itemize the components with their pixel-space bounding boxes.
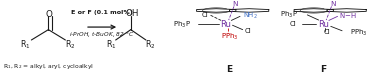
Text: Cl: Cl xyxy=(201,12,208,18)
Text: Ph$_3$P: Ph$_3$P xyxy=(173,19,191,30)
Text: NH$_2$: NH$_2$ xyxy=(243,11,258,21)
Text: Cl: Cl xyxy=(324,29,330,35)
Text: PPh$_3$: PPh$_3$ xyxy=(350,28,368,38)
Text: R$_2$: R$_2$ xyxy=(65,38,76,51)
Text: R$_1$: R$_1$ xyxy=(20,38,31,51)
Text: N$-$H: N$-$H xyxy=(339,11,356,20)
Text: $i$-PrOH, $t$-BuOK, 82 °C: $i$-PrOH, $t$-BuOK, 82 °C xyxy=(70,30,135,39)
Text: O: O xyxy=(46,10,53,19)
Text: F: F xyxy=(320,65,326,74)
Text: N: N xyxy=(232,1,238,7)
Text: OH: OH xyxy=(125,9,139,18)
Text: Ru: Ru xyxy=(318,20,328,29)
Text: Ru: Ru xyxy=(220,20,231,29)
Text: N: N xyxy=(330,1,335,7)
Text: E or F (0.1 mol%): E or F (0.1 mol%) xyxy=(71,10,133,15)
Text: Cl: Cl xyxy=(289,21,296,27)
Text: E: E xyxy=(226,65,232,74)
Text: R$_2$: R$_2$ xyxy=(145,38,156,51)
Text: Cl: Cl xyxy=(244,28,251,34)
Text: Ph$_3$P: Ph$_3$P xyxy=(280,9,297,20)
Text: PPh$_3$: PPh$_3$ xyxy=(221,32,238,42)
Text: R$_1$: R$_1$ xyxy=(106,38,116,51)
Text: R$_1$, R$_2$ = alkyl, aryl, cycloalkyl: R$_1$, R$_2$ = alkyl, aryl, cycloalkyl xyxy=(3,62,94,71)
